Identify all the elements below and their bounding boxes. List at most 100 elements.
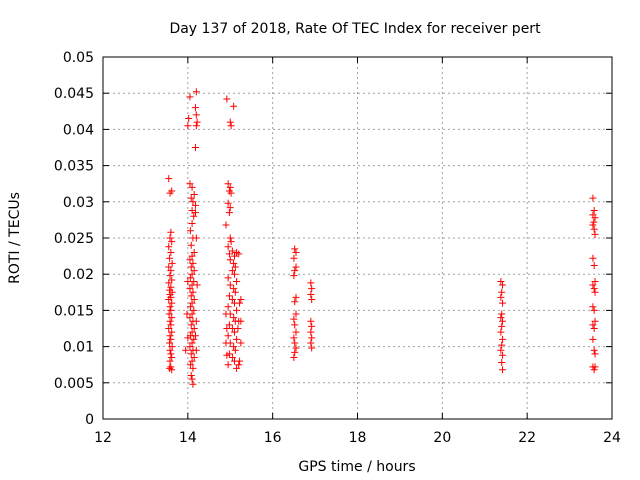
data-point	[237, 317, 245, 325]
y-tick-label: 0	[85, 412, 94, 428]
data-point	[291, 321, 299, 329]
data-point	[589, 335, 597, 343]
data-point	[237, 339, 245, 347]
data-point	[188, 220, 196, 228]
data-point	[292, 248, 300, 256]
data-point	[192, 111, 200, 119]
data-point	[233, 277, 241, 285]
x-tick-label: 24	[603, 430, 621, 446]
data-point	[230, 343, 238, 351]
data-point	[307, 339, 315, 347]
data-point	[168, 187, 176, 195]
data-point	[308, 344, 316, 352]
data-point	[168, 259, 176, 267]
data-point	[192, 122, 200, 130]
data-point	[167, 335, 175, 343]
data-point	[189, 380, 197, 388]
data-point	[236, 357, 244, 365]
data-point	[167, 283, 175, 291]
data-point	[591, 214, 599, 222]
data-point	[186, 343, 194, 351]
data-point	[167, 267, 175, 275]
data-point	[190, 353, 198, 361]
data-point	[186, 274, 194, 282]
data-point	[225, 209, 233, 217]
data-point	[190, 325, 198, 332]
data-point	[589, 303, 597, 311]
data-point	[188, 299, 196, 307]
y-tick-label: 0.015	[54, 303, 94, 319]
data-point	[236, 299, 244, 307]
data-point	[230, 259, 238, 267]
data-point	[590, 262, 598, 270]
data-point	[188, 375, 196, 383]
data-point	[228, 296, 236, 304]
data-point	[167, 321, 175, 329]
data-point	[498, 341, 506, 349]
data-point	[590, 225, 598, 233]
data-point	[166, 272, 174, 280]
data-point	[290, 334, 298, 342]
data-point	[235, 361, 243, 369]
data-point	[227, 189, 235, 197]
data-point	[188, 270, 196, 278]
data-point	[168, 353, 176, 361]
data-point	[189, 364, 197, 372]
data-point	[190, 248, 198, 256]
data-point	[187, 321, 195, 329]
data-point	[191, 332, 199, 340]
data-point	[591, 363, 599, 371]
data-point	[167, 350, 175, 358]
data-point	[499, 366, 507, 374]
data-point	[499, 299, 507, 307]
data-point	[227, 238, 235, 246]
y-axis-label: ROTI / TECUs	[7, 192, 23, 284]
data-point	[191, 201, 199, 209]
data-point	[187, 194, 195, 202]
data-point	[591, 277, 599, 285]
data-point	[165, 243, 173, 251]
data-point	[190, 306, 198, 314]
data-point	[591, 350, 599, 358]
data-point	[291, 245, 299, 253]
data-point	[166, 346, 174, 354]
data-point	[307, 290, 315, 298]
data-point	[231, 346, 239, 354]
data-point	[166, 290, 174, 298]
data-point	[165, 310, 173, 318]
data-point	[167, 248, 175, 256]
data-point	[189, 288, 197, 296]
y-tick-label: 0.04	[63, 122, 94, 138]
data-point	[187, 350, 195, 358]
y-tick-label: 0.02	[63, 267, 94, 283]
data-point	[228, 247, 236, 255]
data-point	[233, 364, 241, 372]
data-point	[224, 199, 232, 207]
data-point	[498, 322, 506, 330]
data-point	[590, 206, 598, 214]
data-point	[191, 209, 199, 217]
data-point	[307, 328, 315, 336]
data-point	[186, 314, 194, 322]
data-point	[290, 254, 298, 262]
data-point	[308, 296, 316, 304]
data-point	[224, 274, 232, 282]
data-point	[166, 364, 174, 372]
data-point	[499, 335, 507, 343]
data-point	[291, 348, 299, 356]
data-point	[192, 88, 200, 96]
data-point	[290, 315, 298, 323]
data-point	[193, 281, 201, 289]
data-point	[230, 102, 238, 110]
x-tick-label: 16	[264, 430, 282, 446]
data-point	[186, 256, 194, 264]
data-point	[226, 234, 234, 242]
data-point	[168, 343, 176, 351]
data-point	[189, 259, 197, 267]
data-point	[190, 191, 198, 199]
data-point	[224, 180, 232, 188]
data-point	[226, 183, 234, 191]
x-axis-label: GPS time / hours	[298, 459, 415, 475]
data-point	[167, 306, 175, 314]
